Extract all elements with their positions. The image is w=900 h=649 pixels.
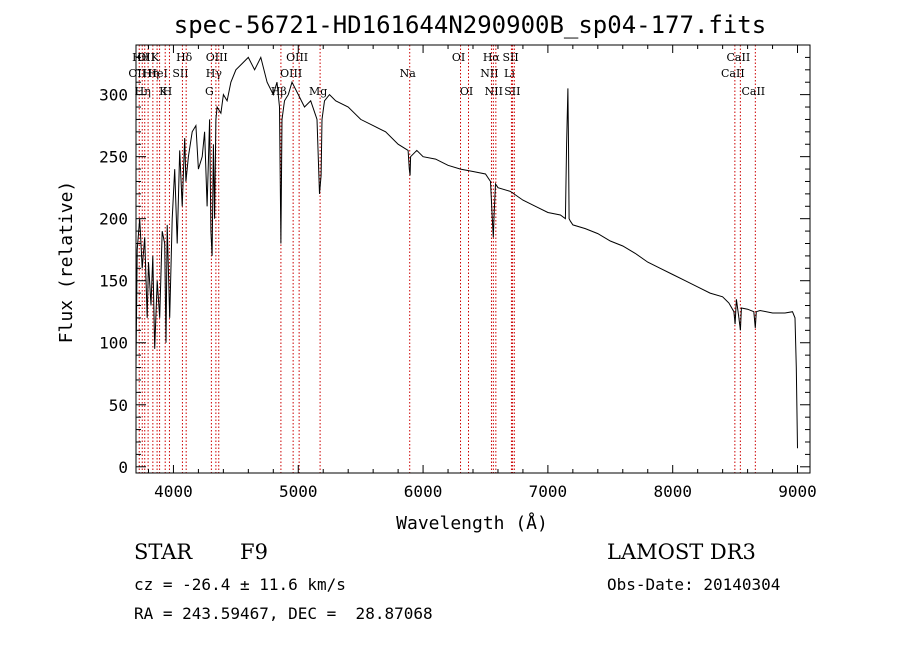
line-label: Mg — [309, 85, 327, 98]
plot-frame — [135, 44, 811, 474]
redshift-readout: cz = -26.4 ± 11.6 km/s — [134, 575, 346, 594]
x-tick-label: 9000 — [778, 482, 817, 501]
spectrum-line — [135, 55, 798, 449]
line-label: NII — [480, 67, 498, 80]
line-label: Hγ — [206, 67, 223, 80]
line-label: Li — [504, 67, 515, 80]
line-label: SII — [502, 51, 518, 64]
line-label: K — [159, 85, 168, 98]
y-tick-label: 0 — [118, 458, 128, 477]
line-label: Na — [400, 67, 417, 80]
line-label: SII — [504, 85, 520, 98]
line-label: OII — [137, 51, 155, 64]
line-label: OII — [128, 67, 146, 80]
line-label: G — [205, 85, 214, 98]
object-type: STAR — [134, 540, 193, 564]
y-axis-label: Flux (relative) — [56, 181, 77, 344]
y-tick-label: 250 — [99, 148, 128, 167]
chart-title: spec-56721-HD161644N290900B_sp04-177.fit… — [174, 11, 766, 39]
line-label: K — [151, 51, 160, 64]
line-label: Hβ — [271, 85, 287, 98]
line-label: H — [163, 85, 173, 98]
y-tick-label: 200 — [99, 210, 128, 229]
line-label: Hα — [483, 51, 501, 64]
y-tick-label: 300 — [99, 86, 128, 105]
coordinates-readout: RA = 243.59467, DEC = 28.87068 — [134, 604, 433, 623]
y-tick-label: 100 — [99, 334, 128, 353]
y-axis-ticks: 0 50 100 150 200 250 300 — [99, 56, 810, 477]
x-tick-label: 8000 — [653, 482, 692, 501]
line-label: Hδ — [176, 51, 193, 64]
line-label: SII — [172, 67, 188, 80]
line-label: OIII — [206, 51, 228, 64]
line-label: CaII — [727, 51, 751, 64]
line-label: Hη — [143, 67, 159, 80]
y-tick-label: 150 — [99, 272, 128, 291]
x-tick-label: 5000 — [279, 482, 318, 501]
line-label: NII — [485, 85, 503, 98]
line-label: CaII — [741, 85, 765, 98]
spectral-class: F9 — [240, 540, 268, 564]
line-label: OI — [460, 85, 473, 98]
x-tick-label: 4000 — [154, 482, 193, 501]
x-axis-label: Wavelength (Å) — [396, 512, 548, 534]
x-tick-label: 6000 — [404, 482, 443, 501]
line-label: OI — [452, 51, 465, 64]
line-label: HeI — [147, 67, 167, 80]
line-label: OIII — [286, 51, 308, 64]
survey-name: LAMOST DR3 — [607, 540, 756, 564]
line-label: CaII — [721, 67, 745, 80]
observation-date: Obs-Date: 20140304 — [607, 575, 781, 594]
x-tick-label: 7000 — [529, 482, 568, 501]
emission-line-markers: OIIHθHηOIIHηKHeIKHSIIHδGHγOIIIHβOIIIOIII… — [128, 45, 765, 473]
line-label: OIII — [280, 67, 302, 80]
x-axis-ticks: 4000 5000 6000 7000 8000 9000 — [147, 45, 817, 501]
y-tick-label: 50 — [109, 396, 128, 415]
